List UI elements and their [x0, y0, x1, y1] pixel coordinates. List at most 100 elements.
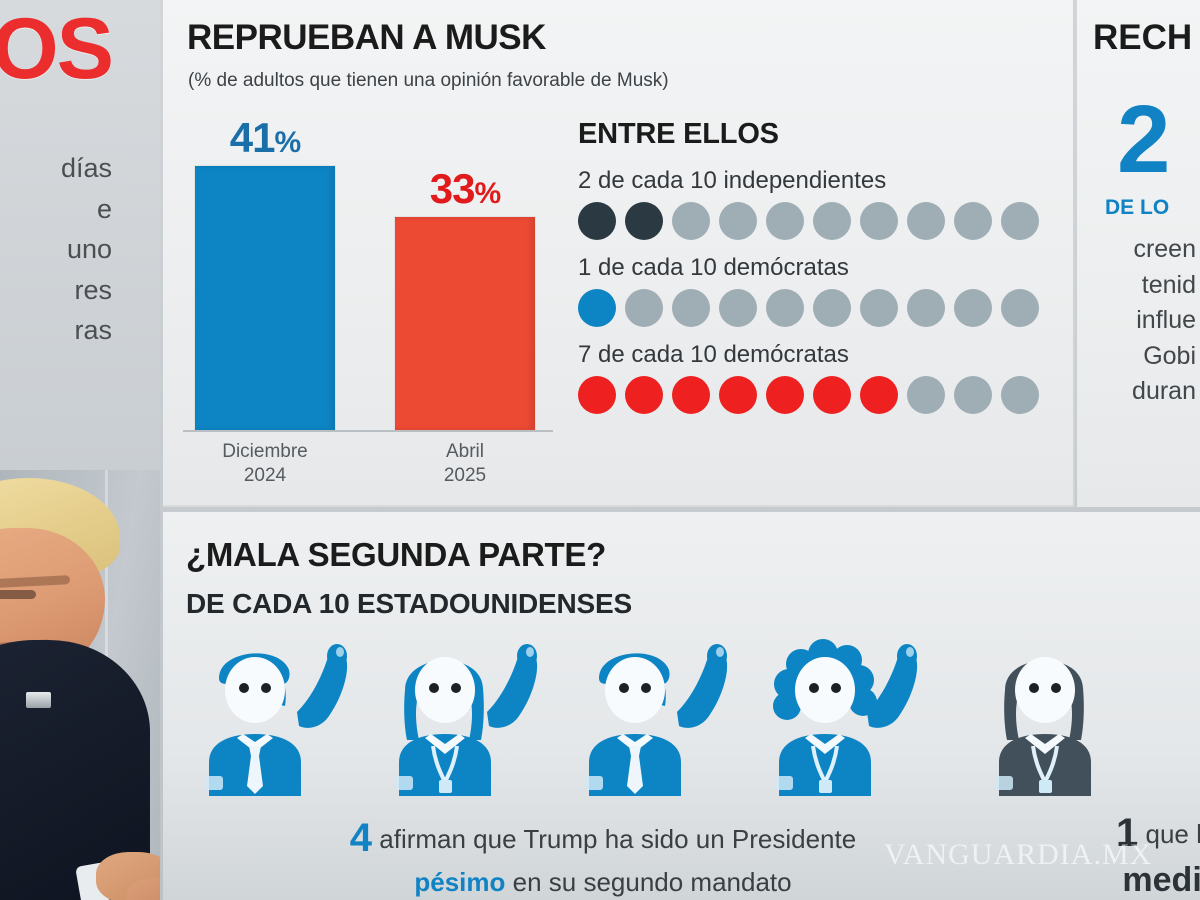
- bottom-panel-subtitle: DE CADA 10 ESTADOUNIDENSES: [186, 588, 632, 619]
- dot-empty: [1001, 376, 1039, 414]
- rechazo-big-number: 2: [1117, 86, 1171, 193]
- dot-empty: [766, 289, 804, 327]
- dot-empty: [907, 202, 945, 240]
- bar-value-number-0: 41: [229, 114, 276, 161]
- bar-value-number-1: 33: [429, 165, 476, 212]
- dot-group-label-1: 1 de cada 10 demócratas: [578, 254, 849, 281]
- dot-filled: [672, 376, 710, 414]
- x-tick-year-0: 2024: [243, 464, 287, 486]
- x-tick-month-1: Abril: [445, 441, 484, 462]
- footer-right-text-a: que ha sido: [1145, 819, 1200, 849]
- footer-left-text-a: afirman que Trump ha sido un Presidente: [379, 824, 857, 854]
- bottom-panel-title: ¿MALA SEGUNDA PARTE?: [186, 536, 606, 573]
- rechazo-panel-cropped: RECH 2 DE LO creen tenid influe Gobi dur…: [1077, 0, 1200, 507]
- left-cropped-line: ras: [74, 315, 112, 345]
- dot-row-0: [578, 202, 1058, 240]
- person-female-raised-blue: [383, 634, 558, 796]
- bar-chart-plot: 41% 33%: [183, 108, 553, 430]
- dot-group-1: 1 de cada 10 demócratas: [578, 254, 1058, 327]
- bar-diciembre-2024: [195, 166, 335, 430]
- dot-empty: [719, 289, 757, 327]
- left-cropped-title: OS: [0, 1, 114, 97]
- bottom-footer-left: 4 afirman que Trump ha sido un President…: [223, 812, 983, 899]
- dot-filled: [578, 289, 616, 327]
- rechazo-body-line: duran: [1132, 377, 1196, 405]
- person-male-raised-blue-2: [573, 634, 748, 796]
- left-cropped-line: e: [96, 193, 112, 224]
- bar-value-label-1: 33%: [395, 165, 535, 213]
- dot-empty: [954, 376, 992, 414]
- dot-filled: [625, 376, 663, 414]
- bottom-footer-right: 1 que ha sido mediocre: [1063, 808, 1200, 900]
- footer-left-number: 4: [349, 816, 373, 860]
- left-cropped-line: res: [74, 274, 112, 305]
- person-female-curly-raised-blue: [763, 634, 938, 796]
- bar-value-unit-0: %: [274, 126, 302, 159]
- trump-photo: [0, 470, 160, 900]
- dot-empty: [813, 289, 851, 327]
- dot-empty: [1001, 202, 1039, 240]
- x-tick-label-1: Abril 2025: [395, 440, 535, 488]
- musk-panel: REPRUEBAN A MUSK (% de adultos que tiene…: [163, 0, 1075, 507]
- rechazo-body-line: Gobi: [1143, 341, 1196, 370]
- dot-empty: [907, 376, 945, 414]
- bar-group-abril: 33%: [395, 165, 535, 430]
- x-tick-year-1: 2025: [443, 464, 487, 486]
- dot-empty: [719, 202, 757, 240]
- mala-segunda-parte-panel: ¿MALA SEGUNDA PARTE? DE CADA 10 ESTADOUN…: [163, 512, 1200, 900]
- x-tick-month-0: Diciembre: [222, 441, 308, 462]
- left-cropped-line: días: [60, 153, 112, 183]
- dot-filled: [860, 376, 898, 414]
- dot-group-0: 2 de cada 10 independientes: [578, 167, 1058, 240]
- dot-empty: [860, 289, 898, 327]
- entre-ellos-title: ENTRE ELLOS: [578, 118, 779, 150]
- rechazo-body-line: tenid: [1141, 270, 1196, 299]
- footer-right-keyword: mediocre: [1122, 861, 1200, 900]
- dot-empty: [625, 289, 663, 327]
- rechazo-body-line: influe: [1136, 306, 1196, 334]
- people-pictogram-row: [193, 634, 1183, 796]
- footer-left-text-b: en su segundo mandato: [512, 866, 792, 897]
- person-female-gray: [983, 634, 1158, 796]
- person-male-raised-blue: [193, 634, 368, 796]
- dot-empty: [766, 202, 804, 240]
- dot-empty: [907, 289, 945, 327]
- left-cropped-column: OS días e uno res ras: [0, 0, 160, 470]
- dot-group-2: 7 de cada 10 demócratas: [578, 341, 1058, 414]
- dot-group-label-0: 2 de cada 10 independientes: [578, 167, 887, 194]
- dot-empty: [954, 289, 992, 327]
- dot-empty: [672, 289, 710, 327]
- dot-group-label-2: 7 de cada 10 demócratas: [578, 341, 849, 368]
- x-tick-label-0: Diciembre 2024: [195, 440, 335, 488]
- musk-panel-subtitle: (% de adultos que tienen una opinión fav…: [188, 70, 669, 91]
- dot-row-1: [578, 289, 1058, 327]
- bar-group-diciembre: 41%: [195, 114, 335, 430]
- rechazo-body-line: creen: [1133, 235, 1196, 263]
- dot-empty: [1001, 289, 1039, 327]
- dot-filled: [813, 376, 851, 414]
- rechazo-kicker: DE LO: [1105, 196, 1170, 219]
- left-cropped-line: uno: [66, 234, 112, 264]
- musk-bar-chart: 41% 33% Diciembre 2024 Abril 2025: [183, 108, 553, 498]
- bar-chart-baseline: [183, 430, 553, 432]
- musk-panel-title: REPRUEBAN A MUSK: [187, 18, 546, 57]
- rechazo-panel-title: RECH: [1093, 18, 1193, 57]
- dot-empty: [954, 202, 992, 240]
- entre-ellos-block: ENTRE ELLOS 2 de cada 10 independientes …: [578, 118, 1058, 428]
- left-cropped-lines: días e uno res ras: [61, 148, 112, 351]
- footer-right-number: 1: [1116, 811, 1139, 855]
- bar-value-label-0: 41%: [195, 114, 335, 162]
- dot-filled: [766, 376, 804, 414]
- dot-filled: [719, 376, 757, 414]
- dot-filled: [578, 376, 616, 414]
- dot-filled: [625, 202, 663, 240]
- dot-empty: [672, 202, 710, 240]
- dot-empty: [860, 202, 898, 240]
- dot-row-2: [578, 376, 1058, 414]
- bar-value-unit-1: %: [474, 177, 502, 210]
- dot-empty: [813, 202, 851, 240]
- bar-abril-2025: [395, 217, 535, 430]
- rechazo-body-lines: creen tenid influe Gobi duran: [1077, 232, 1200, 410]
- footer-left-keyword: pésimo: [414, 866, 506, 897]
